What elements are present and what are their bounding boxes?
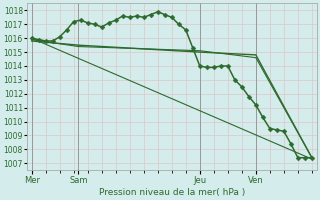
X-axis label: Pression niveau de la mer( hPa ): Pression niveau de la mer( hPa ) xyxy=(99,188,245,197)
